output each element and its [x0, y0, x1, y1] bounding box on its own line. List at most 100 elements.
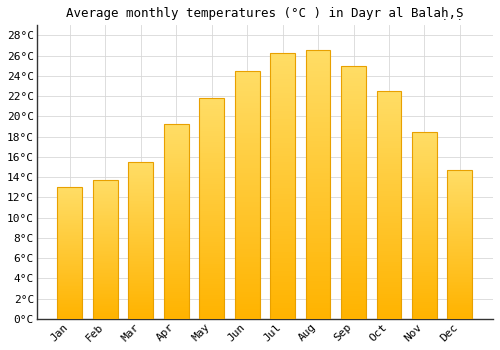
Bar: [376, 144, 402, 146]
Bar: [128, 172, 153, 173]
Bar: [235, 168, 260, 170]
Bar: [200, 178, 224, 180]
Bar: [164, 294, 188, 295]
Bar: [128, 245, 153, 247]
Bar: [306, 160, 330, 163]
Bar: [448, 236, 472, 237]
Bar: [164, 132, 188, 134]
Bar: [93, 183, 118, 184]
Bar: [306, 254, 330, 257]
Bar: [200, 158, 224, 160]
Bar: [235, 93, 260, 96]
Bar: [128, 222, 153, 223]
Bar: [341, 152, 366, 154]
Bar: [306, 252, 330, 254]
Bar: [341, 193, 366, 195]
Bar: [164, 125, 188, 319]
Bar: [93, 265, 118, 266]
Bar: [164, 156, 188, 158]
Bar: [164, 222, 188, 224]
Bar: [128, 230, 153, 231]
Bar: [128, 236, 153, 237]
Bar: [235, 269, 260, 272]
Bar: [270, 119, 295, 122]
Bar: [376, 255, 402, 257]
Bar: [412, 180, 437, 182]
Bar: [341, 121, 366, 124]
Bar: [235, 73, 260, 76]
Bar: [270, 268, 295, 271]
Bar: [164, 128, 188, 130]
Bar: [306, 201, 330, 203]
Bar: [164, 278, 188, 280]
Bar: [341, 205, 366, 208]
Bar: [341, 306, 366, 309]
Bar: [200, 231, 224, 233]
Bar: [128, 247, 153, 248]
Bar: [270, 295, 295, 298]
Bar: [200, 235, 224, 237]
Bar: [200, 226, 224, 229]
Bar: [270, 98, 295, 100]
Bar: [306, 198, 330, 201]
Bar: [306, 295, 330, 298]
Bar: [235, 170, 260, 173]
Bar: [412, 298, 437, 300]
Bar: [306, 257, 330, 260]
Bar: [93, 214, 118, 215]
Bar: [341, 273, 366, 276]
Bar: [128, 290, 153, 292]
Bar: [376, 239, 402, 241]
Bar: [306, 128, 330, 130]
Bar: [200, 100, 224, 103]
Bar: [412, 182, 437, 184]
Bar: [58, 190, 82, 191]
Bar: [93, 297, 118, 298]
Bar: [341, 197, 366, 200]
Bar: [341, 233, 366, 235]
Bar: [306, 141, 330, 144]
Bar: [164, 136, 188, 138]
Bar: [306, 122, 330, 125]
Bar: [93, 279, 118, 280]
Bar: [341, 215, 366, 218]
Bar: [341, 294, 366, 296]
Bar: [412, 218, 437, 219]
Bar: [341, 210, 366, 212]
Bar: [128, 299, 153, 300]
Bar: [128, 167, 153, 168]
Bar: [235, 133, 260, 135]
Bar: [164, 150, 188, 152]
Bar: [200, 275, 224, 277]
Bar: [200, 103, 224, 105]
Bar: [58, 262, 82, 264]
Bar: [270, 306, 295, 308]
Bar: [448, 244, 472, 246]
Bar: [306, 211, 330, 214]
Bar: [341, 251, 366, 253]
Bar: [376, 194, 402, 196]
Bar: [58, 194, 82, 195]
Bar: [164, 255, 188, 257]
Bar: [164, 154, 188, 156]
Bar: [93, 244, 118, 245]
Bar: [128, 162, 153, 319]
Bar: [128, 175, 153, 176]
Bar: [412, 268, 437, 270]
Bar: [412, 208, 437, 210]
Bar: [412, 265, 437, 266]
Bar: [128, 193, 153, 195]
Bar: [376, 212, 402, 214]
Bar: [412, 176, 437, 178]
Bar: [164, 259, 188, 260]
Bar: [93, 215, 118, 216]
Bar: [235, 71, 260, 73]
Bar: [306, 262, 330, 265]
Bar: [235, 128, 260, 130]
Bar: [235, 292, 260, 294]
Bar: [93, 243, 118, 244]
Bar: [200, 217, 224, 219]
Bar: [200, 209, 224, 211]
Bar: [164, 210, 188, 212]
Bar: [270, 61, 295, 63]
